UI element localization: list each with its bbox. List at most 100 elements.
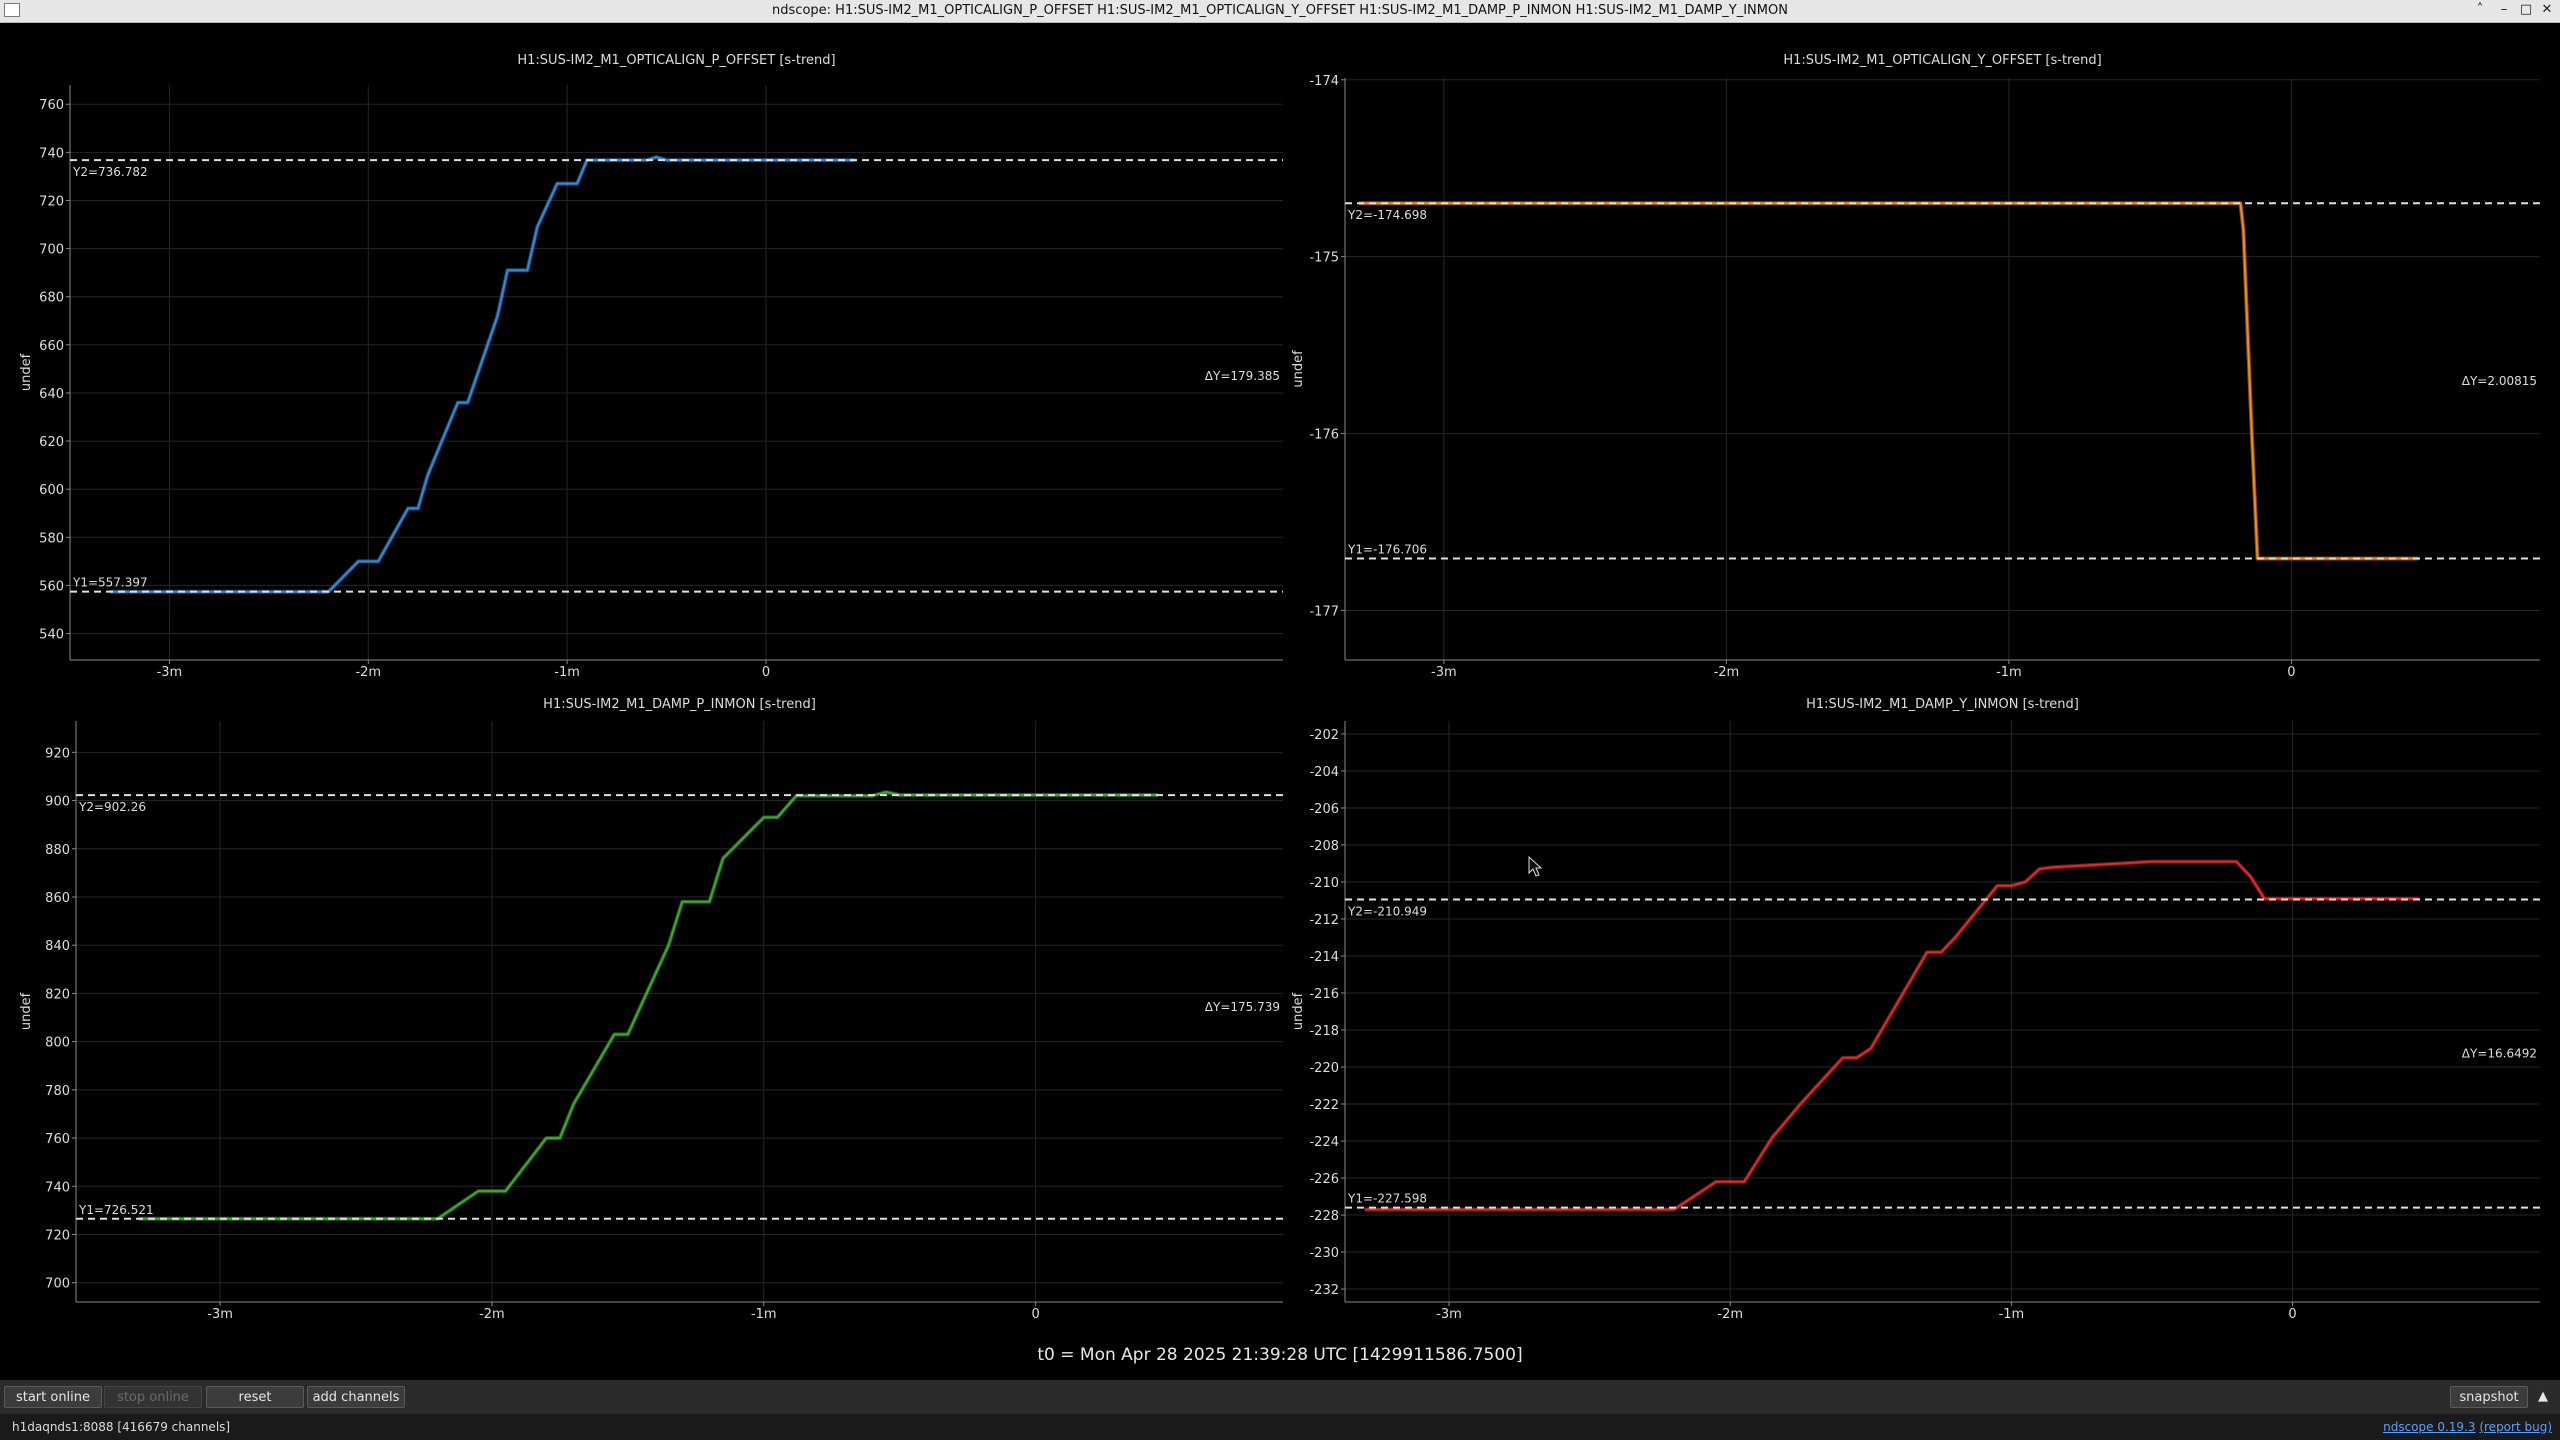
server-status: h1daqnds1:8088 [416679 channels]: [12, 1420, 230, 1434]
y-axis-label: undef: [19, 992, 34, 1030]
y-tick-label: 560: [39, 579, 64, 594]
y-tick-label: 840: [45, 939, 70, 954]
y-tick-label: -210: [1309, 876, 1339, 891]
y-tick-label: 820: [45, 987, 70, 1002]
add-channels-button[interactable]: add channels: [307, 1386, 405, 1408]
channel-count: [416679 channels]: [117, 1420, 231, 1434]
y-tick-label: 720: [39, 194, 64, 209]
y-tick-label: -212: [1309, 913, 1339, 928]
x-tick-label: -2m: [1717, 1307, 1743, 1322]
y-tick-label: 680: [39, 291, 64, 306]
snapshot-button[interactable]: snapshot: [2450, 1386, 2528, 1408]
y-tick-label: 760: [39, 98, 64, 113]
y-tick-label: -214: [1309, 950, 1339, 965]
delta-y-label: ΔY=16.6492: [2462, 1047, 2537, 1061]
series-line-band: [109, 155, 856, 594]
y1-cursor-label: Y1=-176.706: [1347, 542, 1427, 556]
minimize-window-button[interactable]: –: [2500, 2, 2508, 17]
plot-panel-2: -174 -175 -176 -177 -3m -2m -1m 0 H1:SUS-IM2_M1_…: [1291, 53, 2540, 680]
series-line-band: [138, 790, 1158, 1221]
y-tick-label: -230: [1309, 1246, 1339, 1261]
title-bar: ndscope: H1:SUS-IM2_M1_OPTICALIGN_P_OFFS…: [0, 0, 2560, 23]
x-tick-label: -3m: [1431, 665, 1457, 680]
y-tick-label: 920: [45, 746, 70, 761]
x-tick-label: 0: [762, 665, 770, 680]
menu-arrow-icon[interactable]: ▲: [2538, 1389, 2548, 1404]
y-tick-label: 800: [45, 1036, 70, 1051]
window-title: ndscope: H1:SUS-IM2_M1_OPTICALIGN_P_OFFS…: [772, 3, 1788, 18]
y-tick-label: 900: [45, 795, 70, 810]
y-tick-label: -177: [1309, 604, 1339, 619]
x-tick-label: 0: [1031, 1307, 1039, 1322]
shade-window-button[interactable]: ˄: [2476, 2, 2484, 17]
plot-title: H1:SUS-IM2_M1_DAMP_Y_INMON [s-trend]: [1806, 697, 2079, 712]
server-address: h1daqnds1:8088: [12, 1420, 114, 1434]
y-tick-label: 740: [39, 146, 64, 161]
delta-y-label: ΔY=179.385: [1205, 369, 1280, 383]
y2-cursor-label: Y2=-210.949: [1347, 905, 1427, 919]
reset-button[interactable]: reset: [206, 1386, 304, 1408]
x-tick-label: -1m: [1999, 1307, 2025, 1322]
y-tick-label: 620: [39, 435, 64, 450]
y-tick-label: 600: [39, 483, 64, 498]
y-tick-label: 640: [39, 387, 64, 402]
plot-title: H1:SUS-IM2_M1_OPTICALIGN_Y_OFFSET [s-tre…: [1783, 53, 2101, 68]
x-tick-label: -2m: [479, 1307, 505, 1322]
report-bug-link[interactable]: (report bug): [2479, 1420, 2552, 1434]
x-tick-label: -3m: [1436, 1307, 1462, 1322]
y-tick-label: -228: [1309, 1209, 1339, 1224]
button-bar: start online stop online reset add chann…: [0, 1380, 2560, 1414]
series-line: [1364, 860, 2420, 1211]
series-line: [138, 791, 1158, 1220]
y-tick-label: 760: [45, 1132, 70, 1147]
version-info: ndscope 0.19.3 (report bug): [2383, 1420, 2552, 1434]
y-tick-label: -216: [1309, 987, 1339, 1002]
y-tick-label: 580: [39, 531, 64, 546]
y-tick-label: -208: [1309, 839, 1339, 854]
y-tick-label: 740: [45, 1180, 70, 1195]
delta-y-label: ΔY=175.739: [1205, 1000, 1280, 1014]
plot-panel-3: 700 720 740 760 780 800 820 840 860 880 900 920 -3m -…: [19, 697, 1283, 1322]
y-tick-label: 700: [39, 243, 64, 258]
status-bar: h1daqnds1:8088 [416679 channels] ndscope…: [0, 1414, 2560, 1440]
y1-cursor-label: Y1=-227.598: [1347, 1192, 1427, 1206]
start-online-button[interactable]: start online: [4, 1386, 102, 1408]
y2-cursor-label: Y2=736.782: [72, 165, 148, 179]
plot-title: H1:SUS-IM2_M1_DAMP_P_INMON [s-trend]: [543, 697, 816, 712]
y-tick-label: -224: [1309, 1135, 1339, 1150]
close-window-button[interactable]: ✕: [2541, 2, 2553, 17]
y-tick-label: 660: [39, 339, 64, 354]
y-tick-label: 860: [45, 891, 70, 906]
y-axis-label: undef: [1291, 350, 1306, 388]
y2-cursor-label: Y2=902.26: [78, 800, 146, 814]
version-link[interactable]: ndscope 0.19.3: [2383, 1420, 2476, 1434]
x-tick-label: -3m: [207, 1307, 233, 1322]
y-tick-label: 780: [45, 1084, 70, 1099]
y-tick-label: -232: [1309, 1283, 1339, 1298]
y-axis-label: undef: [19, 353, 34, 391]
x-tick-label: -2m: [355, 665, 381, 680]
series-line: [109, 156, 856, 593]
plot-panel-1: 540 560 580 600 620 640 660 680 700 720 740 760 -3m -…: [19, 53, 1283, 680]
y1-cursor-label: Y1=557.397: [72, 576, 148, 590]
maximize-window-button[interactable]: □: [2519, 2, 2533, 17]
y-tick-label: -175: [1309, 251, 1339, 266]
x-tick-label: -3m: [157, 665, 183, 680]
y2-cursor-label: Y2=-174.698: [1347, 208, 1427, 222]
x-tick-label: -1m: [1996, 665, 2022, 680]
plot-panel-4: -202 -204 -206 -208 -210 -212 -214 -216 -218 -220…: [1291, 697, 2540, 1322]
y-tick-label: -226: [1309, 1172, 1339, 1187]
y-tick-label: -202: [1309, 728, 1339, 743]
mouse-pointer-icon: [1528, 855, 1543, 877]
x-tick-label: 0: [2288, 1307, 2296, 1322]
y-tick-label: 880: [45, 843, 70, 858]
t0-label: t0 = Mon Apr 28 2025 21:39:28 UTC [14299…: [1037, 1345, 1523, 1365]
stop-online-button: stop online: [104, 1386, 202, 1408]
y-tick-label: -220: [1309, 1061, 1339, 1076]
series-line-band: [1364, 859, 2420, 1212]
y-axis-label: undef: [1291, 992, 1306, 1030]
y-tick-label: -176: [1309, 428, 1339, 443]
y1-cursor-label: Y1=726.521: [78, 1203, 154, 1217]
y-tick-label: -206: [1309, 802, 1339, 817]
